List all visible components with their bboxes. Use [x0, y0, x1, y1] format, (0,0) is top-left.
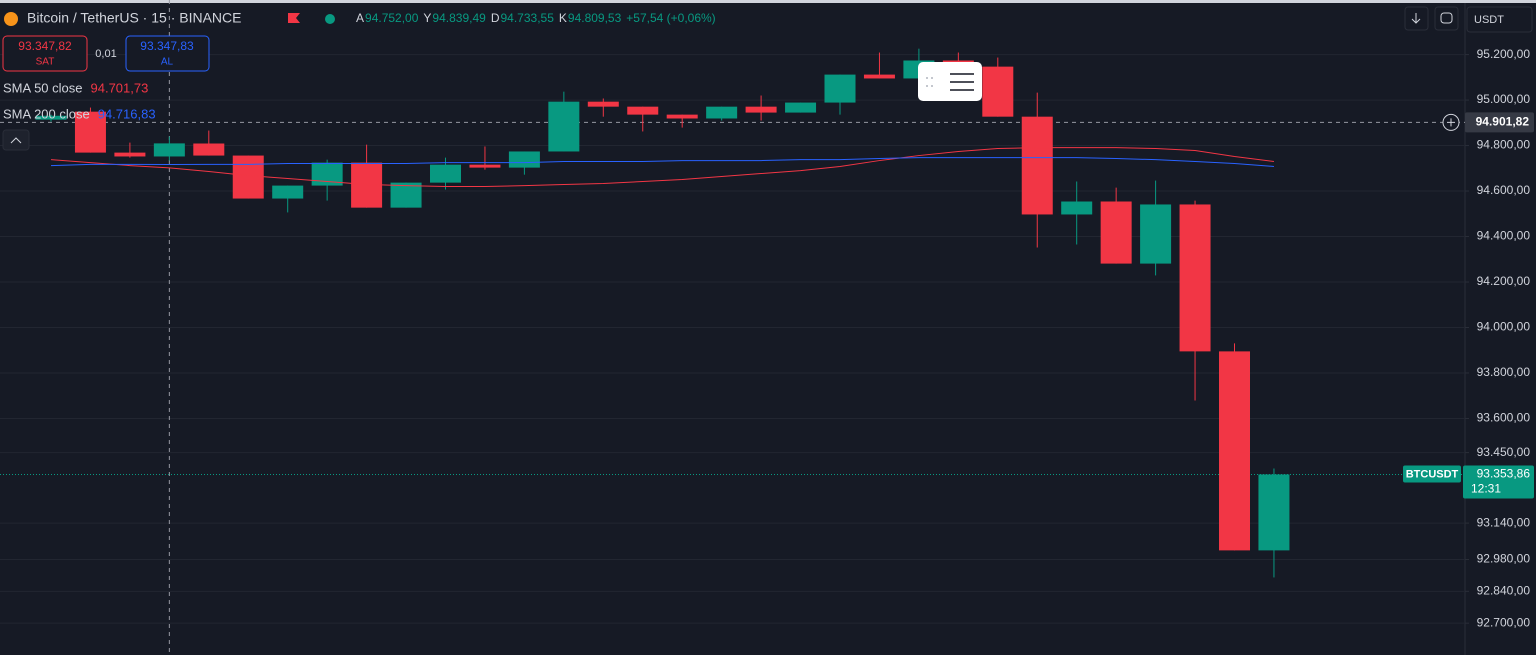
currency-dropdown[interactable] [1466, 6, 1533, 33]
flag-icon [288, 13, 300, 23]
ohlc-value: 94.752,00 [365, 11, 419, 25]
refresh-button[interactable] [1434, 6, 1459, 31]
change: +57,54 (+0,06%) [626, 11, 715, 25]
candle-body [1258, 474, 1290, 551]
candle-body [1219, 351, 1250, 551]
ohlc-letter: K [559, 11, 567, 25]
candle-body [745, 106, 777, 113]
ohlc-letter: A [356, 11, 364, 25]
candle-body [272, 185, 304, 199]
candle-body [863, 74, 895, 79]
y-tick-label: 93.450,00 [1477, 445, 1531, 459]
y-tick-label: 94.400,00 [1477, 229, 1531, 243]
candle-body [548, 101, 580, 152]
y-tick-label: 94.600,00 [1477, 183, 1531, 197]
candle-body [1061, 201, 1093, 215]
currency-label[interactable]: USDT [1474, 14, 1504, 26]
candle-body [508, 151, 540, 168]
candle-body [785, 102, 817, 113]
refresh-icon[interactable] [1440, 12, 1453, 24]
candle-body [824, 74, 856, 103]
y-tick-label: 93.140,00 [1477, 515, 1531, 529]
legend-name: SMA 200 close [3, 106, 90, 121]
collapse-icon[interactable] [10, 137, 22, 144]
candle-body [469, 164, 501, 168]
candle-body [666, 114, 698, 119]
candle-body [982, 66, 1014, 117]
candle-body [390, 182, 422, 208]
candle-body [706, 106, 738, 119]
ohlc-letter: D [491, 11, 500, 25]
candle-body [35, 115, 67, 120]
symbol-tag [1403, 465, 1461, 483]
candle-body [430, 164, 461, 183]
y-tick-label: 92.980,00 [1477, 552, 1531, 566]
symbol-label: BTCUSDT [1406, 468, 1459, 480]
collapse-button[interactable] [2, 129, 30, 151]
candle-body [114, 152, 146, 157]
ohlc-letter: Y [423, 11, 431, 25]
y-tick-label: 93.600,00 [1477, 411, 1531, 425]
candle-body [1179, 204, 1211, 352]
y-tick-label: 92.700,00 [1477, 615, 1531, 629]
candle-body [1021, 116, 1053, 215]
buy-price[interactable]: 93.347,83 [140, 39, 194, 53]
popup-icon[interactable] [950, 73, 974, 91]
add-alert-icon [1447, 118, 1455, 127]
crosshair-tag [1465, 112, 1534, 133]
legend-value: 94.701,73 [91, 80, 149, 95]
bitcoin-icon [4, 12, 18, 26]
scroll-icon[interactable] [1411, 13, 1421, 24]
legend-value: 94.716,83 [98, 106, 156, 121]
chart-title: Bitcoin / TetherUS · 15 · BINANCE [27, 10, 241, 26]
sell-price[interactable]: 93.347,82 [18, 39, 72, 53]
y-tick-label: 94.000,00 [1477, 320, 1531, 334]
last-price: 93.353,86 [1477, 467, 1531, 481]
sell-button[interactable] [2, 35, 88, 72]
y-tick-label: 95.200,00 [1477, 47, 1531, 61]
y-tick-label: 92.840,00 [1477, 583, 1531, 597]
crosshair-price: 94.901,82 [1476, 115, 1530, 129]
ohlc-value: 94.839,49 [432, 11, 486, 25]
buy-button[interactable] [125, 35, 210, 72]
last-price-tag [1463, 465, 1534, 499]
y-tick-label: 93.800,00 [1477, 365, 1531, 379]
sell-label[interactable]: SAT [36, 57, 55, 68]
y-tick-label: 94.200,00 [1477, 274, 1531, 288]
status-dot [325, 14, 335, 24]
top-border [0, 0, 1536, 3]
buy-label[interactable]: AL [161, 57, 174, 68]
candle-body [1140, 204, 1172, 264]
spread: 0,01 [95, 48, 116, 60]
sma-line [50, 157, 1274, 167]
candle-body [311, 162, 343, 186]
candle-body [1100, 201, 1132, 264]
y-tick-label: 94.800,00 [1477, 138, 1531, 152]
ohlc-value: 94.809,53 [568, 11, 622, 25]
candle-body [232, 155, 264, 199]
candle-body [587, 101, 619, 107]
y-tick-label: 95.000,00 [1477, 92, 1531, 106]
candle-body [193, 143, 225, 156]
candle-body [627, 106, 659, 115]
ohlc-value: 94.733,55 [500, 11, 554, 25]
legend-name: SMA 50 close [3, 80, 83, 95]
countdown: 12:31 [1471, 482, 1501, 496]
ohlc-legend: A 94.752,00 Y 94.839,49 D 94.733,55 K 94.809,53 [356, 11, 622, 25]
candle-body [153, 143, 185, 157]
sma-line [50, 147, 1275, 187]
candle-body [74, 111, 106, 153]
